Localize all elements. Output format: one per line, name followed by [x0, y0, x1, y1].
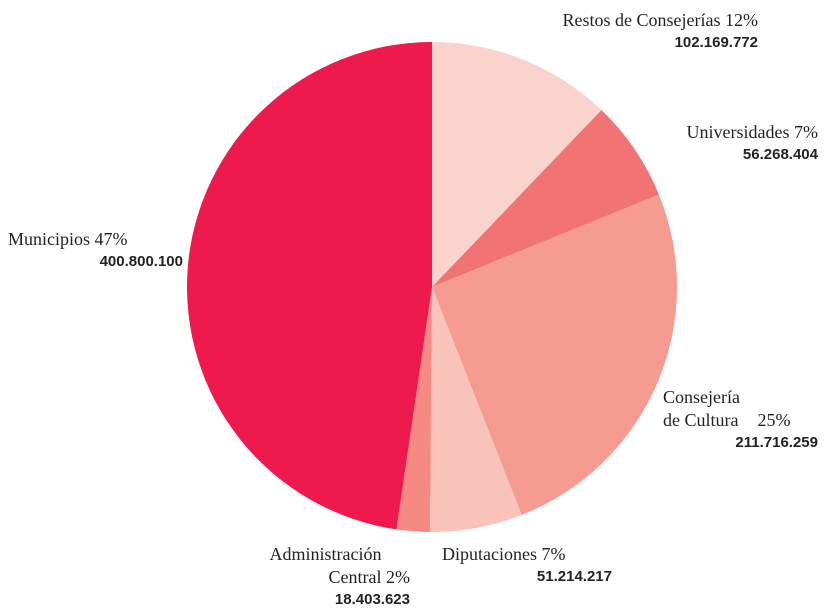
slice-label: Diputaciones 7% 51.214.217	[442, 543, 612, 588]
value-label: 18.403.623	[334, 591, 410, 608]
share-label: 47%	[94, 229, 128, 249]
value-label: 51.214.217	[536, 568, 612, 585]
slice-label: Municipios 47% 400.800.100	[8, 228, 183, 273]
slice-label: Administración Central 2% 18.403.623	[230, 543, 410, 611]
pie-slice	[396, 287, 432, 532]
slice-label: Universidades 7% 56.268.404	[560, 121, 818, 166]
value-label: 400.800.100	[99, 253, 183, 270]
slice-label: Consejería de Cultura 25% 211.716.259	[663, 386, 818, 454]
slice-label: Restos de Consejerías 12% 102.169.772	[480, 9, 758, 54]
pie-slice	[187, 42, 432, 530]
category-label: Diputaciones	[442, 544, 537, 564]
category-label: Restos de Consejerías	[562, 10, 721, 30]
share-label: 7%	[794, 122, 818, 142]
value-label: 56.268.404	[742, 146, 818, 163]
category-label: Universidades	[686, 122, 790, 142]
pie-slice	[432, 194, 677, 515]
share-label: 2%	[386, 567, 410, 587]
pie-slice	[432, 42, 602, 287]
pie-slice	[432, 110, 659, 287]
category-label: Consejería de Cultura	[663, 387, 740, 430]
category-label: Municipios	[8, 229, 91, 249]
share-label: 7%	[541, 544, 566, 564]
share-label: 12%	[725, 10, 758, 30]
value-label: 211.716.259	[735, 434, 818, 451]
category-label: Administración Central	[269, 544, 382, 587]
share-label: 25%	[757, 410, 791, 430]
pie-slice	[430, 287, 522, 532]
value-label: 102.169.772	[674, 34, 758, 51]
